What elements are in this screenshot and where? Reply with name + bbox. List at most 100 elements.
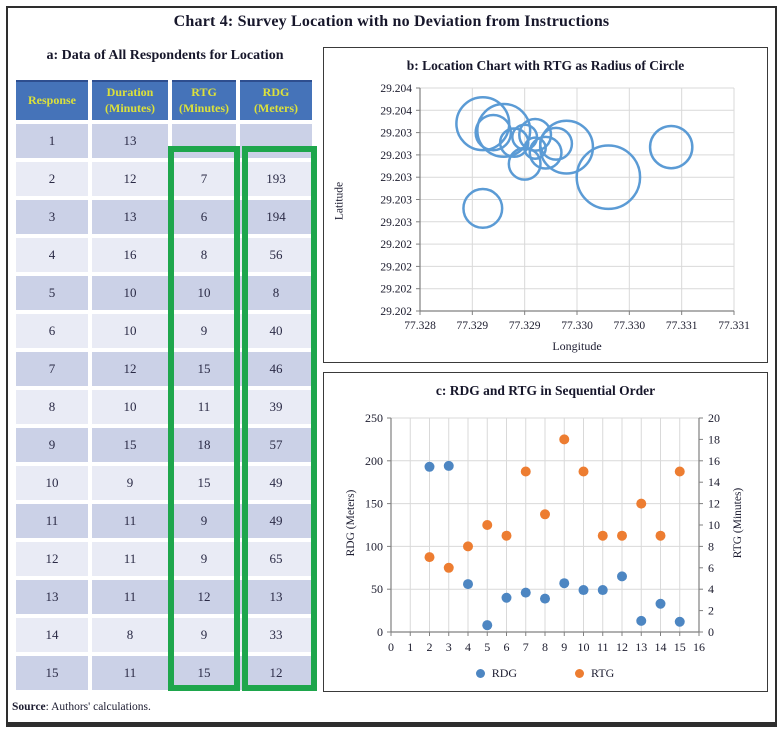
tick-label: 14	[708, 475, 720, 489]
table-cell: 12	[16, 542, 88, 576]
table-row: 7 12 15 46	[16, 352, 312, 386]
table-cell: 8	[92, 618, 168, 652]
table-row: 14 8 9 33	[16, 618, 312, 652]
table-row: 10 9 15 49	[16, 466, 312, 500]
table-cell: 49	[240, 504, 312, 538]
rtg-point	[559, 434, 570, 445]
tick-label: 10	[578, 640, 590, 654]
tick-label: 1	[407, 640, 413, 654]
table-cell: 7	[16, 352, 88, 386]
table-cell: 9	[92, 466, 168, 500]
table-cell: 11	[92, 580, 168, 614]
tick-label: 100	[365, 539, 383, 553]
table-row: 9 15 18 57	[16, 428, 312, 462]
table-cell: 15	[92, 428, 168, 462]
respondents-table: Response Duration (Minutes) RTG (Minutes) RDG…	[12, 76, 316, 694]
tick-label: 12	[708, 497, 720, 511]
tick-label: 14	[655, 640, 667, 654]
table-cell: 12	[92, 352, 168, 386]
table-cell: 33	[240, 618, 312, 652]
tick-label: 150	[365, 497, 383, 511]
tick-label: 29.203	[380, 217, 412, 229]
rtg-point	[463, 541, 473, 552]
rdg-point	[482, 620, 493, 631]
table-cell: 11	[92, 542, 168, 576]
rdg-point	[424, 461, 435, 472]
panel-c: c: RDG and RTG in Sequential Order 0 50 10…	[323, 372, 768, 692]
table-cell: 1	[16, 124, 88, 158]
location-bubble	[474, 113, 513, 152]
source-text: : Authors' calculations.	[45, 701, 151, 713]
figure-title: Chart 4: Survey Location with no Deviati…	[173, 13, 610, 30]
table-cell: 10	[92, 390, 168, 424]
table-cell: 6	[16, 314, 88, 348]
tick-label: 11	[597, 640, 609, 654]
table-cell	[240, 124, 312, 158]
tick-label: 6	[504, 640, 510, 654]
rtg-point	[617, 530, 627, 541]
tick-label: 4	[465, 640, 471, 654]
table-cell: 2	[16, 162, 88, 196]
tick-label: 29.204	[380, 105, 412, 117]
rtg-point	[597, 530, 608, 541]
location-bubble	[476, 102, 532, 159]
panel-c-title: c: RDG and RTG in Sequential Order	[435, 383, 656, 398]
panel-b-title: b: Location Chart with RTG as Radius of …	[406, 58, 685, 73]
location-bubble	[575, 144, 642, 211]
tick-label: 16	[708, 454, 720, 468]
tick-label: 77.329	[509, 320, 541, 332]
location-bubble	[462, 187, 504, 230]
table-cell: 12	[240, 656, 312, 690]
tick-label: 8	[542, 640, 548, 654]
tick-label: 4	[708, 582, 714, 596]
table-cell: 6	[172, 200, 236, 234]
tick-label: 9	[561, 640, 567, 654]
tick-label: 10	[708, 518, 720, 532]
table-cell	[172, 124, 236, 158]
location-bubble	[518, 117, 553, 152]
table-cell: 65	[240, 542, 312, 576]
rdg-series	[424, 460, 685, 631]
panel-b-plot: 29.204 29.204 29.203 29.203 29.203 29.203 29.2…	[380, 83, 750, 332]
location-bubble	[538, 119, 595, 175]
tick-label: 0	[388, 640, 394, 654]
panel-a-title: a: Data of All Respondents for Location	[46, 48, 284, 63]
rdg-point	[559, 578, 570, 589]
table-cell: 13	[92, 200, 168, 234]
rtg-series	[424, 434, 685, 573]
table-header: Response Duration (Minutes) RTG (Minutes) RDG…	[16, 80, 312, 120]
column-header-duration: Duration (Minutes)	[92, 80, 168, 120]
rtg-point	[674, 466, 685, 477]
rtg-point	[501, 530, 512, 541]
rdg-point	[655, 598, 666, 609]
tick-label: 77.331	[666, 320, 698, 332]
rdg-point	[674, 616, 685, 627]
tick-label: 8	[708, 539, 714, 553]
table-cell: 12	[92, 162, 168, 196]
tick-label: 77.330	[561, 320, 593, 332]
tick-label: 29.202	[380, 239, 412, 251]
location-bubble	[455, 96, 511, 152]
rtg-legend-marker-icon	[575, 669, 585, 678]
tick-label: 29.203	[380, 172, 412, 184]
tick-label: 20	[708, 411, 720, 425]
rtg-point	[482, 520, 493, 530]
table-cell: 57	[240, 428, 312, 462]
table-cell: 56	[240, 238, 312, 272]
column-header-rtg: RTG (Minutes)	[172, 80, 236, 120]
rtg-point	[520, 466, 531, 477]
table-cell: 11	[172, 390, 236, 424]
tick-label: 200	[365, 454, 383, 468]
tick-label: 0	[708, 625, 714, 639]
rdg-legend-marker-icon	[475, 669, 485, 678]
table-row: 8 10 11 39	[16, 390, 312, 424]
location-bubble	[648, 124, 694, 170]
table-cell: 15	[172, 352, 236, 386]
table-cell: 193	[240, 162, 312, 196]
source-note: Source: Authors' calculations.	[12, 701, 151, 713]
rdg-point	[540, 593, 550, 604]
tick-label: 77.331	[718, 320, 750, 332]
source-label: Source	[12, 701, 46, 713]
tick-label: 12	[616, 640, 628, 654]
table-cell: 8	[16, 390, 88, 424]
